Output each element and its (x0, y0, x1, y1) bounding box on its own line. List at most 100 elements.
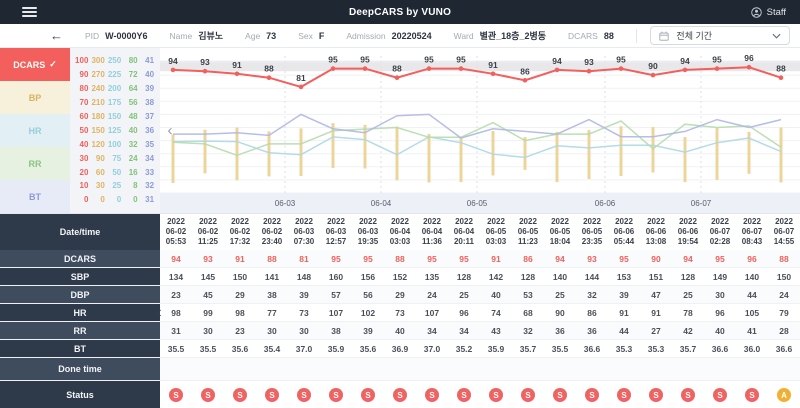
value-cell: 35.5 (199, 343, 217, 354)
value-cell: 151 (648, 271, 664, 282)
period-filter-dropdown[interactable]: 전체 기간 (650, 26, 790, 45)
value-cell: 148 (296, 271, 312, 282)
row-label-dcars: DCARS (0, 250, 160, 267)
row-label-rr: RR (0, 322, 160, 339)
sidebar-metric-bp[interactable]: BP (0, 81, 70, 114)
bt-line (173, 113, 782, 139)
status-badge-s[interactable]: S (521, 388, 535, 402)
value-cell: 140 (744, 271, 760, 282)
status-badge-s[interactable]: S (297, 388, 311, 402)
svg-text:88: 88 (776, 64, 786, 74)
status-badge-s[interactable]: S (329, 388, 343, 402)
status-cell: S (416, 381, 448, 408)
chart-section: DCARS ✓ BP HR RR BT 100 300 250 80 41 90 270 225 72 40… (0, 48, 800, 213)
status-cell: S (352, 381, 384, 408)
scale-row: 10 30 25 8 32 (72, 179, 155, 193)
svg-text:86: 86 (520, 66, 530, 76)
value-cell: 77 (267, 307, 277, 318)
status-badge-a[interactable]: A (777, 388, 791, 402)
datetime-header-cell: 2022 06-02 23:40 (261, 217, 283, 246)
table-scroll-left-button[interactable]: ‹ (150, 302, 168, 324)
status-badge-s[interactable]: S (425, 388, 439, 402)
scale-row: 70 210 175 56 38 (72, 96, 155, 110)
status-badge-s[interactable]: S (169, 388, 183, 402)
dcars-line: 94 93 91 88 81 95 95 88 95 95 91 86 94 93 95 90 94 95 96 88 (168, 53, 786, 90)
row-label-hr: HR (0, 304, 160, 321)
field-label: DCARS (568, 30, 598, 41)
done-time-cell (480, 358, 512, 380)
status-badge-s[interactable]: S (393, 388, 407, 402)
scale-tick-bt: 34 (145, 153, 155, 163)
scale-tick-bt: 39 (145, 84, 155, 94)
chart-scroll-left-button[interactable]: ‹ (162, 120, 178, 140)
scale-tick-bt: 41 (145, 56, 155, 66)
table-row-bt: BT 35.5 35.5 35.6 35.4 37.0 35.9 35.6 36.9 37.0 35… (0, 340, 800, 358)
scale-tick-rr: 0 (133, 195, 138, 205)
value-cell: 128 (680, 271, 696, 282)
sidebar-metric-rr[interactable]: RR (0, 147, 70, 180)
chart-canvas: 06-03 06-04 06-05 06-06 06-07 94 93 91 88 81 95 95 8… (160, 48, 800, 218)
value-cell: 102 (360, 307, 376, 318)
field-label: Name (169, 30, 193, 41)
status-badge-s[interactable]: S (201, 388, 215, 402)
datetime-header-cell: 2022 06-07 08:43 (741, 217, 763, 246)
status-cell: S (512, 381, 544, 408)
value-cell: 91 (651, 307, 661, 318)
patient-field-pid: PID W-0000Y6 (85, 31, 148, 41)
datetime-header-cell: 2022 06-02 05:53 (165, 217, 187, 246)
datetime-header-cell: 2022 06-05 18:04 (549, 217, 571, 246)
field-value: 별관_18층_2병동 (479, 31, 547, 41)
value-cell: 56 (352, 286, 384, 303)
status-badge-s[interactable]: S (489, 388, 503, 402)
value-cell: 135 (424, 271, 440, 282)
scale-tick-bp: 210 (91, 98, 105, 108)
status-badge-s[interactable]: S (713, 388, 727, 402)
datetime-header-cell: 2022 06-06 05:44 (613, 217, 635, 246)
svg-text:96: 96 (744, 53, 754, 63)
scale-tick-rr: 48 (128, 112, 138, 121)
value-cell: 90 (640, 250, 672, 267)
datetime-header-cell: 2022 06-04 03:03 (389, 217, 411, 246)
value-cell: 36.6 (583, 343, 601, 354)
scale-tick-dcars: 30 (79, 153, 89, 163)
status-badge-s[interactable]: S (745, 388, 759, 402)
patient-field-admission: Admission 20220524 (346, 31, 431, 41)
done-time-cell (224, 358, 256, 380)
svg-text:91: 91 (232, 60, 242, 70)
value-cell: 37.0 (295, 343, 313, 354)
datetime-header-cell: 2022 06-05 03:03 (485, 217, 507, 246)
status-badge-s[interactable]: S (457, 388, 471, 402)
metric-sidebar: DCARS ✓ BP HR RR BT 100 300 250 80 41 90 270 225 72 40… (0, 48, 160, 213)
scale-tick-hr: 125 (107, 125, 122, 135)
menu-icon[interactable] (22, 7, 37, 17)
status-badge-s[interactable]: S (649, 388, 663, 402)
status-badge-s[interactable]: S (361, 388, 375, 402)
status-badge-s[interactable]: S (617, 388, 631, 402)
sidebar-metric-dcars[interactable]: DCARS ✓ (0, 48, 70, 81)
field-value: W-0000Y6 (105, 30, 148, 41)
value-cell: 41 (736, 322, 768, 339)
scale-tick-bt: 35 (145, 139, 155, 149)
status-badge-s[interactable]: S (553, 388, 567, 402)
status-cell: S (672, 381, 704, 408)
back-button[interactable]: ← (50, 28, 63, 43)
value-cell: 95 (352, 250, 384, 267)
status-badge-s[interactable]: S (265, 388, 279, 402)
value-cell: 38 (320, 322, 352, 339)
status-badge-s[interactable]: S (585, 388, 599, 402)
user-menu[interactable]: Staff (750, 7, 786, 18)
row-label-date-time: Date/time (0, 214, 160, 250)
scale-row: 0 0 0 0 31 (72, 193, 154, 207)
status-badge-s[interactable]: S (233, 388, 247, 402)
patient-fields: PID W-0000Y6 Name 김뷰노 Age 73 Sex F Admission 2022… (85, 29, 636, 42)
scale-tick-bp: 30 (95, 181, 105, 191)
value-cell: 57 (320, 286, 352, 303)
status-badge-s[interactable]: S (681, 388, 695, 402)
svg-text:95: 95 (360, 55, 370, 65)
svg-text:95: 95 (328, 55, 338, 65)
sidebar-metric-hr[interactable]: HR (0, 114, 70, 147)
sidebar-metric-bt[interactable]: BT (0, 180, 70, 213)
scale-row: 80 240 200 64 39 (72, 82, 155, 96)
patient-field-dcars: DCARS 88 (568, 31, 614, 41)
